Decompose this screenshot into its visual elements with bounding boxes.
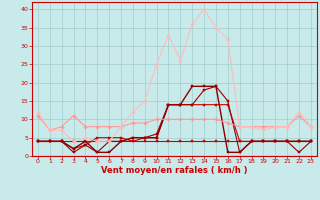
X-axis label: Vent moyen/en rafales ( km/h ): Vent moyen/en rafales ( km/h ) (101, 166, 248, 175)
